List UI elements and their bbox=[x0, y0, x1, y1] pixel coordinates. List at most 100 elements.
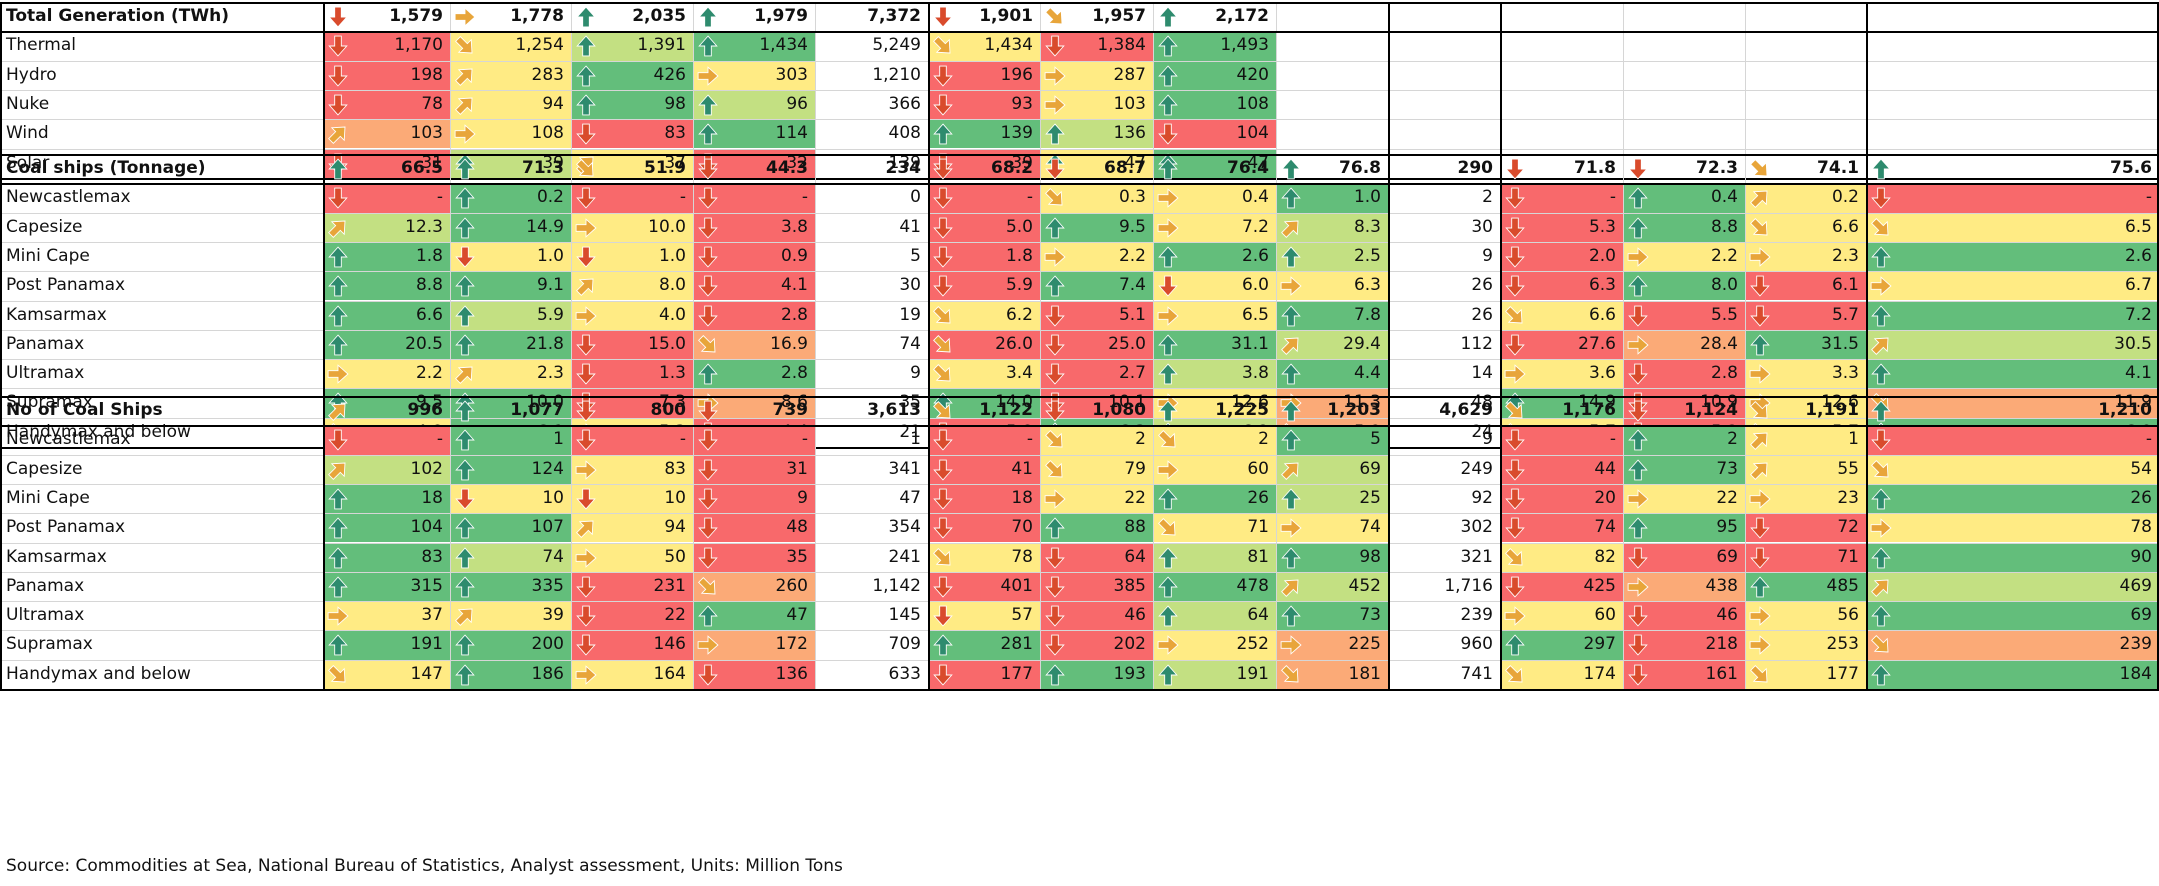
table-cell: 181 bbox=[1276, 659, 1388, 689]
grid-line bbox=[1040, 154, 1041, 447]
up-arrow-icon bbox=[1157, 65, 1179, 87]
row-label: Ultramax bbox=[6, 605, 85, 626]
table-cell: 225 bbox=[1276, 630, 1388, 660]
up-arrow-icon bbox=[454, 429, 476, 451]
up-right-arrow-icon bbox=[327, 459, 349, 481]
right-arrow-icon bbox=[575, 217, 597, 239]
grid-line bbox=[815, 154, 816, 447]
up-arrow-icon bbox=[1157, 158, 1179, 180]
table-cell: 1.8 bbox=[928, 241, 1040, 272]
table-cell: 281 bbox=[928, 630, 1040, 660]
border-line bbox=[0, 154, 2159, 156]
table-cell: 104 bbox=[323, 513, 450, 543]
table-cell: 78 bbox=[928, 542, 1040, 572]
up-right-arrow-icon bbox=[1749, 459, 1771, 481]
table-cell: 164 bbox=[571, 659, 693, 689]
up-right-arrow-icon bbox=[1749, 429, 1771, 451]
table-cell: 95 bbox=[1623, 513, 1745, 543]
up-right-arrow-icon bbox=[1870, 576, 1892, 598]
right-arrow-icon bbox=[1157, 459, 1179, 481]
up-arrow-icon bbox=[1280, 158, 1302, 180]
up-right-arrow-icon bbox=[327, 400, 349, 422]
table-cell: 2.2 bbox=[1623, 241, 1745, 272]
table-cell: 198 bbox=[323, 60, 450, 90]
up-arrow-icon bbox=[454, 217, 476, 239]
up-arrow-icon bbox=[1870, 363, 1892, 385]
down-arrow-icon bbox=[327, 429, 349, 451]
table-cell: 0 bbox=[910, 187, 921, 208]
table-cell: 147 bbox=[323, 659, 450, 689]
down-right-arrow-icon bbox=[454, 35, 476, 57]
down-arrow-icon bbox=[575, 576, 597, 598]
table-cell bbox=[1388, 31, 1500, 60]
up-arrow-icon bbox=[1627, 429, 1649, 451]
table-cell bbox=[1745, 31, 1866, 60]
table-cell: 74 bbox=[1276, 513, 1388, 543]
table-cell: 56 bbox=[1745, 601, 1866, 631]
row-label: Kamsarmax bbox=[6, 546, 107, 567]
up-right-arrow-icon bbox=[1280, 217, 1302, 239]
header-value: 1,176 bbox=[1500, 396, 1623, 425]
up-arrow-icon bbox=[1870, 488, 1892, 510]
down-right-arrow-icon bbox=[1044, 187, 1066, 209]
grid-line bbox=[693, 2, 694, 178]
row-label: Newcastlemax bbox=[6, 187, 131, 208]
grid-line bbox=[1745, 396, 1746, 689]
table-cell: - bbox=[693, 425, 815, 455]
table-cell: 64 bbox=[1153, 601, 1276, 631]
down-arrow-icon bbox=[1504, 517, 1526, 539]
table-cell: 193 bbox=[1040, 659, 1153, 689]
up-arrow-icon bbox=[1749, 334, 1771, 356]
up-arrow-icon bbox=[575, 94, 597, 116]
down-arrow-icon bbox=[1627, 158, 1649, 180]
down-arrow-icon bbox=[1627, 305, 1649, 327]
down-arrow-icon bbox=[1749, 305, 1771, 327]
table-cell: 93 bbox=[928, 89, 1040, 120]
grid-line bbox=[693, 396, 694, 689]
header-value: 1,080 bbox=[1040, 396, 1153, 425]
grid-line bbox=[0, 89, 2159, 91]
down-arrow-icon bbox=[1627, 363, 1649, 385]
table-cell: 74 bbox=[899, 333, 921, 354]
header-value: 234 bbox=[885, 158, 922, 178]
up-arrow-icon bbox=[1044, 517, 1066, 539]
table-cell: 3.8 bbox=[693, 212, 815, 242]
table-cell: 23 bbox=[1745, 483, 1866, 514]
table-cell: 6.3 bbox=[1500, 271, 1623, 301]
table-cell: 218 bbox=[1623, 630, 1745, 660]
right-arrow-icon bbox=[575, 459, 597, 481]
row-label: Panamax bbox=[6, 333, 85, 354]
table-cell: 6.7 bbox=[1866, 271, 2159, 301]
right-arrow-icon bbox=[575, 547, 597, 569]
table-cell bbox=[1866, 119, 2159, 148]
row-label: Solar bbox=[6, 152, 50, 173]
table-cell: 41 bbox=[899, 216, 921, 237]
up-arrow-icon bbox=[327, 246, 349, 268]
table-cell: 7.2 bbox=[1866, 300, 2159, 330]
table-cell: - bbox=[323, 425, 450, 455]
down-right-arrow-icon bbox=[1749, 400, 1771, 422]
down-right-arrow-icon bbox=[932, 547, 954, 569]
down-arrow-icon bbox=[327, 35, 349, 57]
header-value: 996 bbox=[323, 396, 450, 425]
table-cell: 96 bbox=[693, 89, 815, 120]
table-cell: 83 bbox=[323, 542, 450, 572]
table-cell: 69 bbox=[1276, 454, 1388, 484]
table-cell: 8.8 bbox=[1623, 212, 1745, 242]
header-value bbox=[1623, 2, 1745, 31]
down-arrow-icon bbox=[697, 664, 719, 686]
up-arrow-icon bbox=[454, 634, 476, 656]
right-arrow-icon bbox=[327, 605, 349, 627]
table-cell: 108 bbox=[450, 119, 571, 149]
up-arrow-icon bbox=[327, 158, 349, 180]
table-cell: 98 bbox=[571, 89, 693, 120]
header-value: 1,957 bbox=[1040, 2, 1153, 31]
up-arrow-icon bbox=[327, 304, 349, 327]
down-arrow-icon bbox=[575, 123, 597, 145]
down-arrow-icon bbox=[1749, 547, 1771, 569]
border-line bbox=[0, 689, 2159, 691]
down-arrow-icon bbox=[1504, 429, 1526, 451]
up-right-arrow-icon bbox=[327, 123, 349, 145]
table-cell: 146 bbox=[571, 630, 693, 660]
grid-line bbox=[0, 60, 2159, 62]
